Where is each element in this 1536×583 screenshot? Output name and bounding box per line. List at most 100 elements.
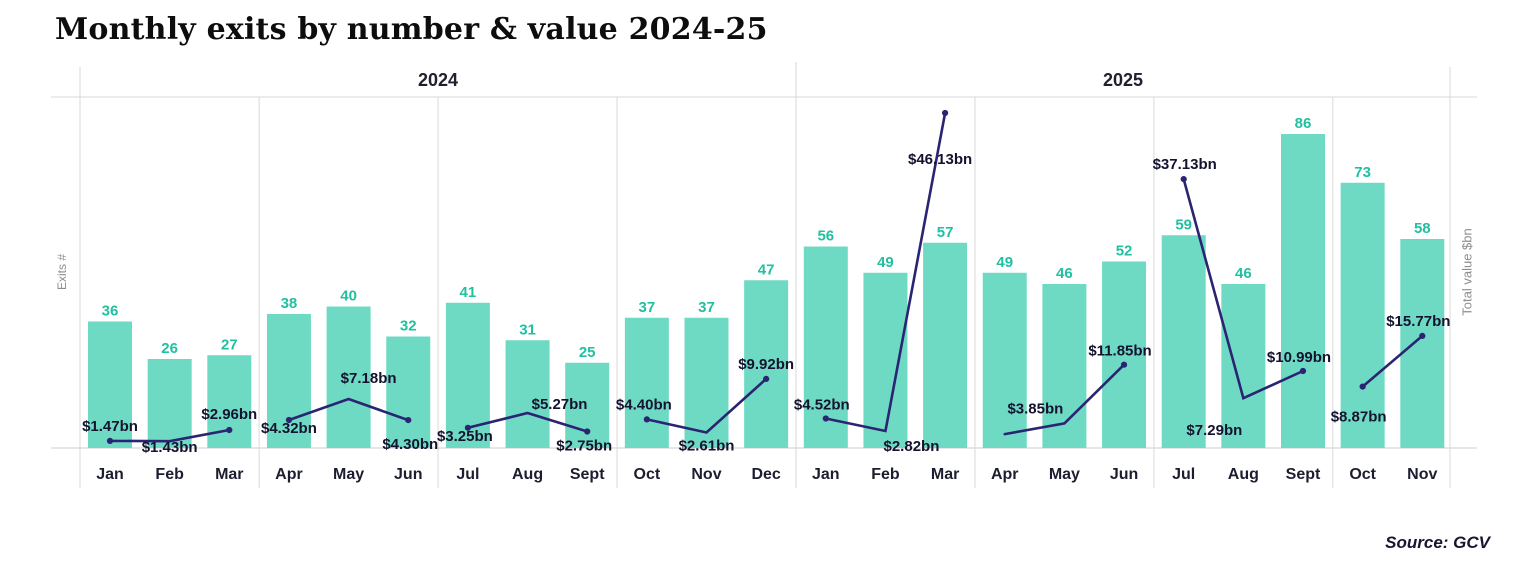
bar-Jun-2025 <box>1102 261 1147 448</box>
value-label-Jul-2024: $3.25bn <box>437 428 493 445</box>
chart-title: Monthly exits by number & value 2024-25 <box>55 12 768 47</box>
value-dot-Mar-2024 <box>226 426 233 434</box>
value-dot-Oct-2025 <box>1359 383 1366 390</box>
bar-count-label-Sept-2024: 25 <box>579 344 596 361</box>
bar-count-label-Apr-2024: 38 <box>281 295 298 312</box>
month-tick-Dec-2024: Dec <box>751 466 780 483</box>
value-dot-Sept-2025 <box>1299 367 1307 375</box>
year-group-label-2024: 2024 <box>417 70 459 90</box>
bar-Mar-2025 <box>923 242 968 448</box>
month-tick-Jun-2025: Jun <box>1110 466 1138 483</box>
bar-count-label-Jul-2024: 41 <box>460 284 477 301</box>
bar-count-label-Nov-2024: 37 <box>698 299 715 316</box>
month-tick-Sept-2024: Sept <box>570 466 605 483</box>
month-tick-Jul-2024: Jul <box>456 466 479 483</box>
value-dot-Jun-2024 <box>405 417 412 424</box>
value-dot-Nov-2025 <box>1419 332 1426 339</box>
value-dot-Sept-2024 <box>584 428 591 435</box>
month-tick-Oct-2025: Oct <box>1349 466 1376 483</box>
bar-count-label-Mar-2025: 57 <box>937 224 954 241</box>
value-label-Feb-2025: $2.82bn <box>884 438 940 455</box>
bar-count-label-Jul-2025: 59 <box>1175 216 1192 233</box>
month-tick-Jan-2024: Jan <box>96 466 124 483</box>
value-line-2025-q4 <box>1361 334 1424 388</box>
bar-Aug-2025 <box>1221 284 1266 448</box>
value-label-Aug-2025: $7.29bn <box>1186 422 1242 439</box>
value-label-Dec-2024: $9.92bn <box>738 356 794 373</box>
bar-Jul-2025 <box>1161 235 1206 448</box>
month-tick-Oct-2024: Oct <box>634 466 661 483</box>
bar-count-label-Jan-2024: 36 <box>102 303 119 320</box>
value-label-Oct-2025: $8.87bn <box>1331 409 1387 426</box>
bar-Apr-2025 <box>982 272 1027 448</box>
value-line-2024-q4 <box>645 377 768 434</box>
value-label-Sept-2024: $2.75bn <box>556 438 612 455</box>
bar-Sept-2025 <box>1281 134 1325 448</box>
value-label-Oct-2024: $4.40bn <box>616 396 672 413</box>
bar-Oct-2025 <box>1340 182 1385 448</box>
bar-count-label-May-2025: 46 <box>1056 265 1073 282</box>
value-dot-Apr-2024 <box>285 416 293 424</box>
month-tick-Jan-2025: Jan <box>812 466 840 483</box>
bar-Apr-2024 <box>266 314 311 448</box>
value-label-Jan-2025: $4.52bn <box>794 397 850 414</box>
bar-count-label-Aug-2025: 46 <box>1235 265 1252 282</box>
month-tick-Feb-2025: Feb <box>871 466 900 483</box>
bar-Nov-2025 <box>1400 239 1445 448</box>
value-label-Apr-2024: $4.32bn <box>261 420 317 437</box>
bar-Nov-2024 <box>684 317 729 448</box>
value-label-Mar-2025: $46.13bn <box>908 151 972 168</box>
month-tick-May-2025: May <box>1049 466 1080 483</box>
value-dot-Dec-2024 <box>763 375 770 382</box>
bar-Feb-2025 <box>863 272 908 448</box>
bar-count-label-Aug-2024: 31 <box>519 321 536 338</box>
value-label-Feb-2024: $1.43bn <box>142 439 198 456</box>
value-label-May-2025: $3.85bn <box>1007 400 1063 417</box>
value-label-Sept-2025: $10.99bn <box>1267 349 1331 366</box>
value-dot-Jul-2025 <box>1180 176 1187 183</box>
value-line-2025-q1 <box>824 111 947 433</box>
bar-Feb-2024 <box>147 359 192 448</box>
month-tick-Apr-2024: Apr <box>275 466 303 483</box>
month-tick-May-2024: May <box>333 466 364 483</box>
value-line-2025-q3 <box>1182 177 1305 401</box>
value-dot-Jul-2024 <box>464 424 471 431</box>
value-label-Nov-2025: $15.77bn <box>1386 313 1450 330</box>
bar-Oct-2024 <box>624 317 669 448</box>
month-tick-Apr-2025: Apr <box>991 466 1019 483</box>
bar-count-label-Dec-2024: 47 <box>758 261 775 278</box>
value-label-May-2024: $7.18bn <box>341 370 397 387</box>
bar-Aug-2024 <box>505 340 550 448</box>
value-dot-Jan-2024 <box>106 437 114 444</box>
month-tick-Aug-2024: Aug <box>512 466 543 483</box>
month-tick-Mar-2024: Mar <box>215 466 243 483</box>
value-label-Nov-2024: $2.61bn <box>679 438 735 455</box>
bar-count-label-Jun-2025: 52 <box>1116 243 1133 260</box>
bar-count-label-Mar-2024: 27 <box>221 336 238 353</box>
month-tick-Nov-2025: Nov <box>1407 466 1437 483</box>
value-label-Jun-2024: $4.30bn <box>382 436 438 453</box>
bar-Jan-2024 <box>88 321 132 448</box>
value-label-Jun-2025: $11.85bn <box>1088 343 1151 360</box>
value-label-Jan-2024: $1.47bn <box>82 418 138 435</box>
bar-May-2024 <box>326 306 371 448</box>
bar-count-label-Oct-2025: 73 <box>1354 164 1371 181</box>
source-note: Source: GCV <box>1385 533 1490 552</box>
value-dot-Oct-2024 <box>643 416 650 423</box>
value-dot-Jan-2025 <box>822 415 829 422</box>
bar-count-label-Sept-2025: 86 <box>1295 115 1312 132</box>
value-label-Aug-2024: $5.27bn <box>532 396 588 413</box>
bar-count-label-Nov-2025: 58 <box>1414 220 1431 237</box>
bar-count-label-Feb-2025: 49 <box>877 254 894 271</box>
bar-count-label-Apr-2025: 49 <box>996 254 1013 271</box>
bar-Jan-2025 <box>803 246 848 448</box>
bar-count-label-Feb-2024: 26 <box>161 340 178 357</box>
bar-count-label-Oct-2024: 37 <box>639 299 656 316</box>
bar-count-label-Jun-2024: 32 <box>400 318 417 335</box>
bar-count-label-May-2024: 40 <box>340 288 357 305</box>
value-line-2024-q2 <box>287 397 410 422</box>
month-tick-Mar-2025: Mar <box>931 466 959 483</box>
year-group-label-2025: 2025 <box>1102 70 1144 90</box>
